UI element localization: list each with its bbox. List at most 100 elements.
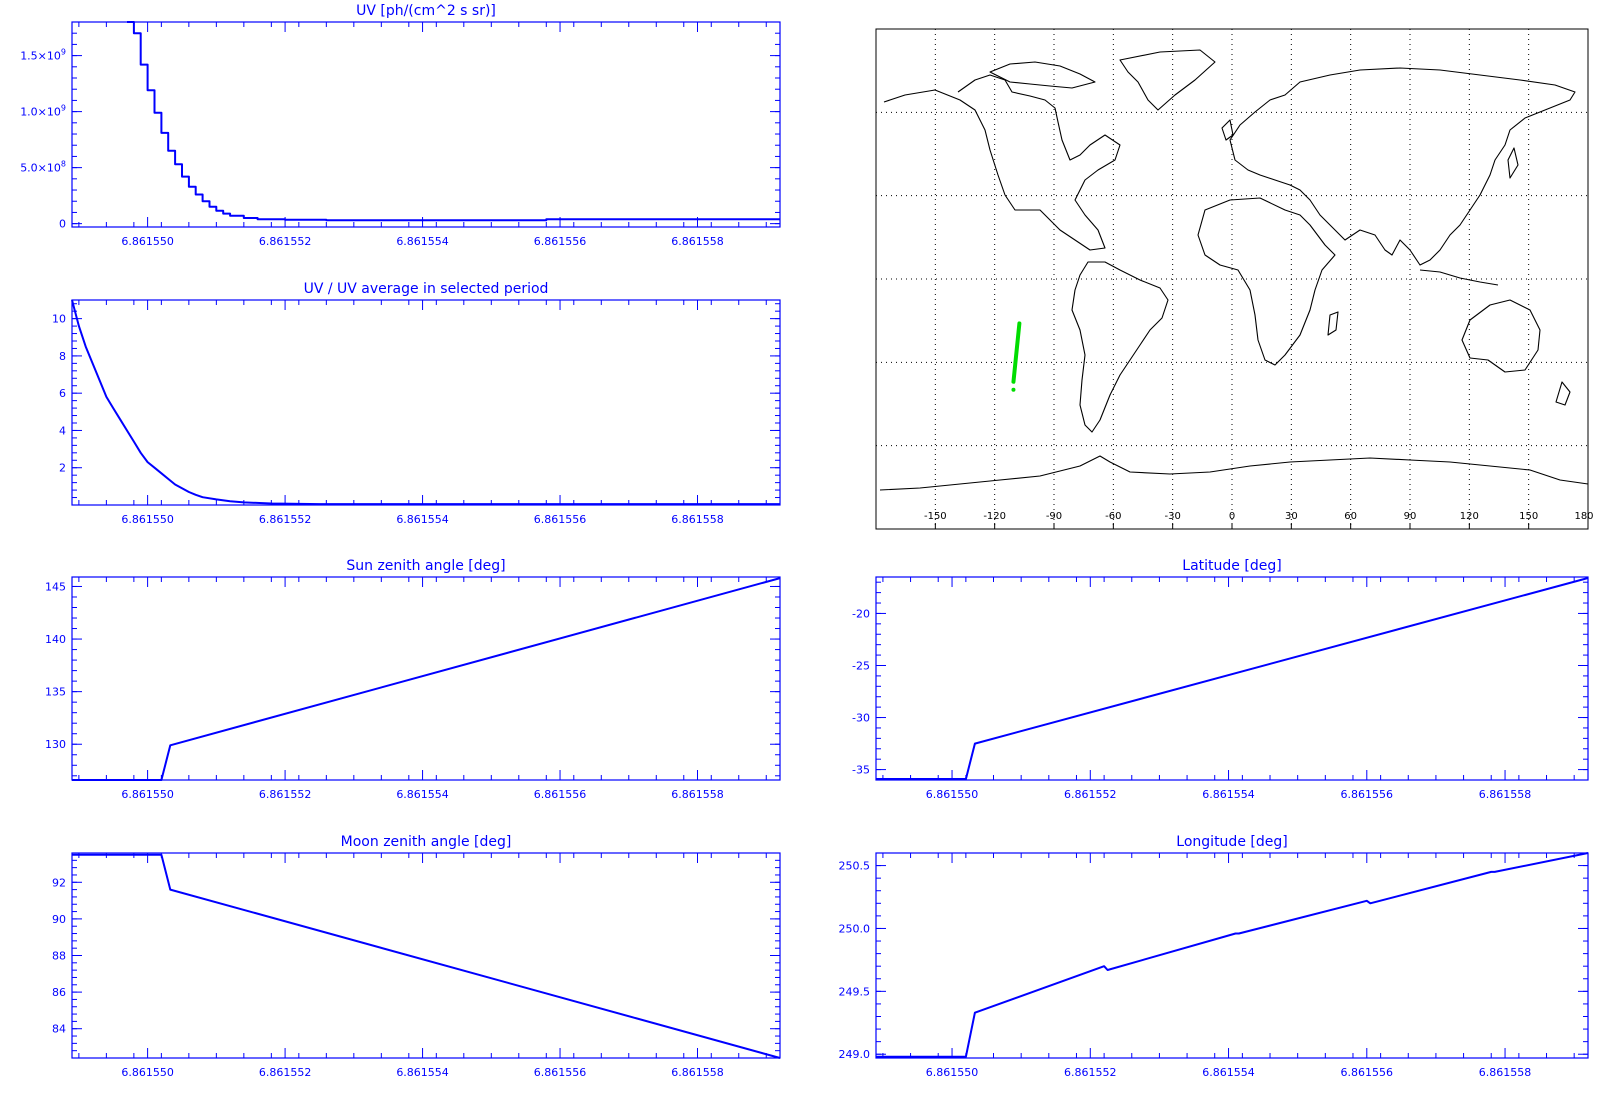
plot-title: UV / UV average in selected period <box>304 281 549 297</box>
plot-frame <box>875 852 1589 1059</box>
plot-title: Latitude [deg] <box>1182 558 1281 574</box>
time-series-plots: UV [ph/(cm^2 s sr)] 6.861550 6.861552 6.861… <box>20 3 1589 1079</box>
x-tick-label: 6.861558 <box>671 235 724 248</box>
y-tick-label: 145 <box>45 580 66 593</box>
plot-frame <box>875 576 1589 781</box>
track-marker <box>1011 387 1016 392</box>
y-tick-label: 6 <box>59 387 66 400</box>
plot-title: Moon zenith angle [deg] <box>341 834 512 850</box>
y-tick-label: 135 <box>45 686 66 699</box>
map-x-tick-label: 90 <box>1404 511 1417 522</box>
y-tick-label: 140 <box>45 633 66 646</box>
plot-title: Longitude [deg] <box>1176 834 1287 850</box>
plot-longitude: Longitude [deg] 6.861550 6.861552 6.861554 6… <box>839 834 1589 1079</box>
track-line <box>1011 321 1022 384</box>
map-x-tick-label: 0 <box>1229 511 1235 522</box>
x-tick-label: 6.861552 <box>259 788 312 801</box>
x-tick-label: 6.861558 <box>671 1066 724 1079</box>
y-tick-label: 250.0 <box>839 922 871 935</box>
plot-frame <box>71 852 781 1059</box>
map-x-tick-label: -150 <box>924 511 947 522</box>
coast-japan <box>1507 147 1519 179</box>
y-tick-label: 2 <box>59 462 66 475</box>
coast-indonesia <box>1419 269 1499 286</box>
coast-arctic-islands <box>989 61 1096 89</box>
plot-uv: UV [ph/(cm^2 s sr)] 6.861550 6.861552 6.861… <box>20 3 781 248</box>
series-line <box>71 299 780 506</box>
x-tick-label: 6.861556 <box>1341 1066 1394 1079</box>
map-x-tick-label: 60 <box>1344 511 1357 522</box>
y-tick-label: -25 <box>852 659 870 672</box>
x-tick-label: 6.861550 <box>121 1066 174 1079</box>
y-tick-label: 84 <box>52 1023 66 1036</box>
y-tick-label: 86 <box>52 986 66 999</box>
coast-australia <box>1461 299 1541 373</box>
x-tick-label: 6.861558 <box>671 788 724 801</box>
plot-title: Sun zenith angle [deg] <box>346 558 505 574</box>
plot-uv-ratio: UV / UV average in selected period 6.8615… <box>52 281 781 526</box>
plot-frame <box>71 576 781 781</box>
plot-frame <box>71 299 781 506</box>
satellite-track <box>1011 321 1022 392</box>
x-tick-label: 6.861552 <box>1064 788 1117 801</box>
x-tick-label: 6.861554 <box>396 513 449 526</box>
y-tick-label: 5.0×108 <box>20 160 66 175</box>
y-tick-label: 92 <box>52 876 66 889</box>
y-tick-label: 4 <box>59 424 66 437</box>
x-tick-label: 6.861552 <box>259 513 312 526</box>
x-tick-label: 6.861558 <box>671 513 724 526</box>
coast-uk <box>1221 119 1234 141</box>
plot-sun-zenith: Sun zenith angle [deg] 6.861550 6.861552 6.… <box>45 558 781 801</box>
y-tick-label: 249.0 <box>839 1048 871 1061</box>
x-tick-label: 6.861556 <box>1341 788 1394 801</box>
y-tick-label: 88 <box>52 950 66 963</box>
plot-title: UV [ph/(cm^2 s sr)] <box>356 3 496 19</box>
coast-madagascar <box>1327 311 1339 336</box>
map-x-tick-label: 180 <box>1574 511 1593 522</box>
y-tick-label: -20 <box>852 607 870 620</box>
map-x-tick-label: -120 <box>983 511 1006 522</box>
x-tick-label: 6.861554 <box>396 235 449 248</box>
y-tick-label: 130 <box>45 738 66 751</box>
map-x-tick-label: -60 <box>1105 511 1121 522</box>
coast-new-zealand <box>1555 381 1571 406</box>
y-tick-label: -30 <box>852 712 870 725</box>
x-tick-label: 6.861550 <box>121 235 174 248</box>
map-x-tick-label: 150 <box>1519 511 1538 522</box>
series-line <box>72 577 781 781</box>
y-tick-label: 90 <box>52 913 66 926</box>
x-tick-label: 6.861552 <box>1064 1066 1117 1079</box>
series-line <box>876 852 1589 1058</box>
y-tick-label: 8 <box>59 350 66 363</box>
x-tick-label: 6.861554 <box>1202 1066 1255 1079</box>
y-tick-label: 0 <box>59 218 66 231</box>
map-x-tick-label: -30 <box>1164 511 1180 522</box>
x-tick-label: 6.861556 <box>534 788 587 801</box>
coast-greenland <box>1119 49 1216 111</box>
x-tick-label: 6.861554 <box>1202 788 1255 801</box>
series-line <box>72 853 781 1059</box>
x-tick-label: 6.861558 <box>1479 1066 1532 1079</box>
plot-frame <box>71 21 781 228</box>
coast-eurasia <box>1229 67 1576 266</box>
x-tick-label: 6.861552 <box>259 235 312 248</box>
map-graticule <box>876 29 1588 529</box>
y-tick-label: 1.5×109 <box>20 48 66 63</box>
x-tick-label: 6.861550 <box>926 1066 979 1079</box>
map-longitude-ticks: -150 -120 -90 -60 -30 0 30 60 90 120 150 180 <box>924 511 1594 529</box>
y-tick-label: 250.5 <box>839 860 871 873</box>
x-tick-label: 6.861556 <box>534 235 587 248</box>
coast-south-america <box>1071 261 1169 433</box>
plot-latitude: Latitude [deg] 6.861550 6.861552 6.861554 6.… <box>852 558 1589 801</box>
world-map: -150 -120 -90 -60 -30 0 30 60 90 120 150 180 <box>875 28 1594 530</box>
x-tick-label: 6.861554 <box>396 788 449 801</box>
x-tick-label: 6.861554 <box>396 1066 449 1079</box>
map-x-tick-label: -90 <box>1046 511 1062 522</box>
x-tick-label: 6.861558 <box>1479 788 1532 801</box>
x-tick-label: 6.861556 <box>534 513 587 526</box>
y-tick-label: 10 <box>52 313 66 326</box>
coast-africa <box>1197 197 1336 366</box>
series-line <box>876 577 1589 780</box>
series-line <box>127 21 780 222</box>
